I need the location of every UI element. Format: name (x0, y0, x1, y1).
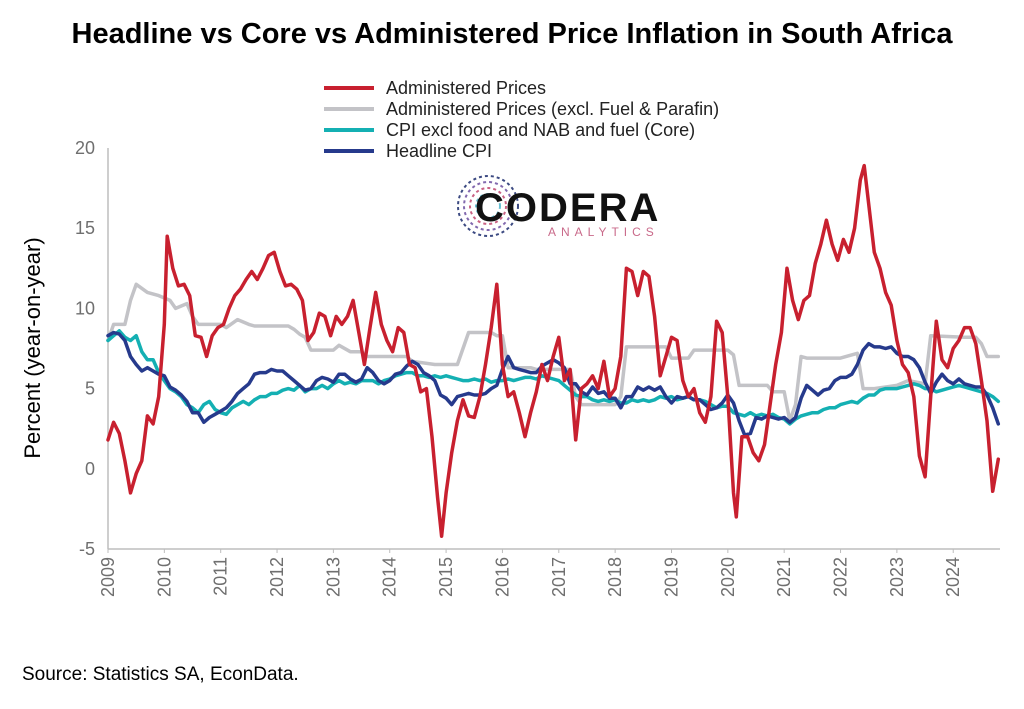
logo-subtitle: ANALYTICS (548, 225, 659, 239)
x-tick-label: 2022 (831, 557, 851, 597)
logo-wordmark: CODERA (475, 186, 660, 230)
x-tick-label: 2020 (718, 557, 738, 597)
y-tick-label: 15 (75, 218, 95, 238)
legend-label: Administered Prices (386, 78, 546, 98)
legend-label: CPI excl food and NAB and fuel (Core) (386, 120, 695, 140)
x-tick-label: 2018 (605, 557, 625, 597)
y-tick-label: 0 (85, 459, 95, 479)
x-axis-ticks: 2009 2010 2011 2012 2013 2014 2015 2016 2017 2018… (98, 549, 963, 597)
x-tick-label: 2015 (436, 557, 456, 597)
y-tick-label: -5 (79, 539, 95, 559)
x-tick-label: 2009 (98, 557, 118, 597)
chart-title: Headline vs Core vs Administered Price I… (71, 18, 953, 50)
logo-mark-icon (457, 175, 519, 237)
legend-label: Administered Prices (excl. Fuel & Parafi… (386, 99, 719, 119)
y-tick-label: 5 (85, 379, 95, 399)
axes (107, 148, 1000, 550)
series-line-3 (106, 329, 1001, 426)
series-line-4 (106, 330, 1001, 437)
y-tick-label: 20 (75, 138, 95, 158)
x-tick-label: 2017 (549, 557, 569, 597)
source-note: Source: Statistics SA, EconData. (22, 664, 299, 685)
x-tick-label: 2012 (267, 557, 287, 597)
logo-ring (457, 175, 519, 237)
x-tick-label: 2011 (211, 557, 231, 596)
y-axis-ticks: -5 0 5 10 15 20 (75, 138, 95, 559)
x-tick-label: 2023 (887, 557, 907, 597)
logo-ring (469, 187, 507, 225)
logo-ring (463, 181, 513, 231)
x-tick-label: 2014 (380, 557, 400, 597)
x-tick-label: 2016 (492, 557, 512, 597)
legend-label: Headline CPI (386, 141, 492, 161)
series-layer (106, 163, 1001, 538)
x-tick-label: 2024 (943, 557, 963, 597)
x-tick-label: 2021 (774, 557, 794, 597)
series-line-1 (106, 163, 1001, 538)
x-tick-label: 2010 (154, 557, 174, 597)
x-tick-label: 2019 (661, 557, 681, 597)
x-tick-label: 2013 (323, 557, 343, 597)
y-tick-label: 10 (75, 298, 95, 318)
y-axis-label: Percent (year-on-year) (20, 237, 45, 458)
logo-ring (475, 193, 501, 219)
codera-logo: CODERA ANALYTICS (457, 175, 660, 239)
